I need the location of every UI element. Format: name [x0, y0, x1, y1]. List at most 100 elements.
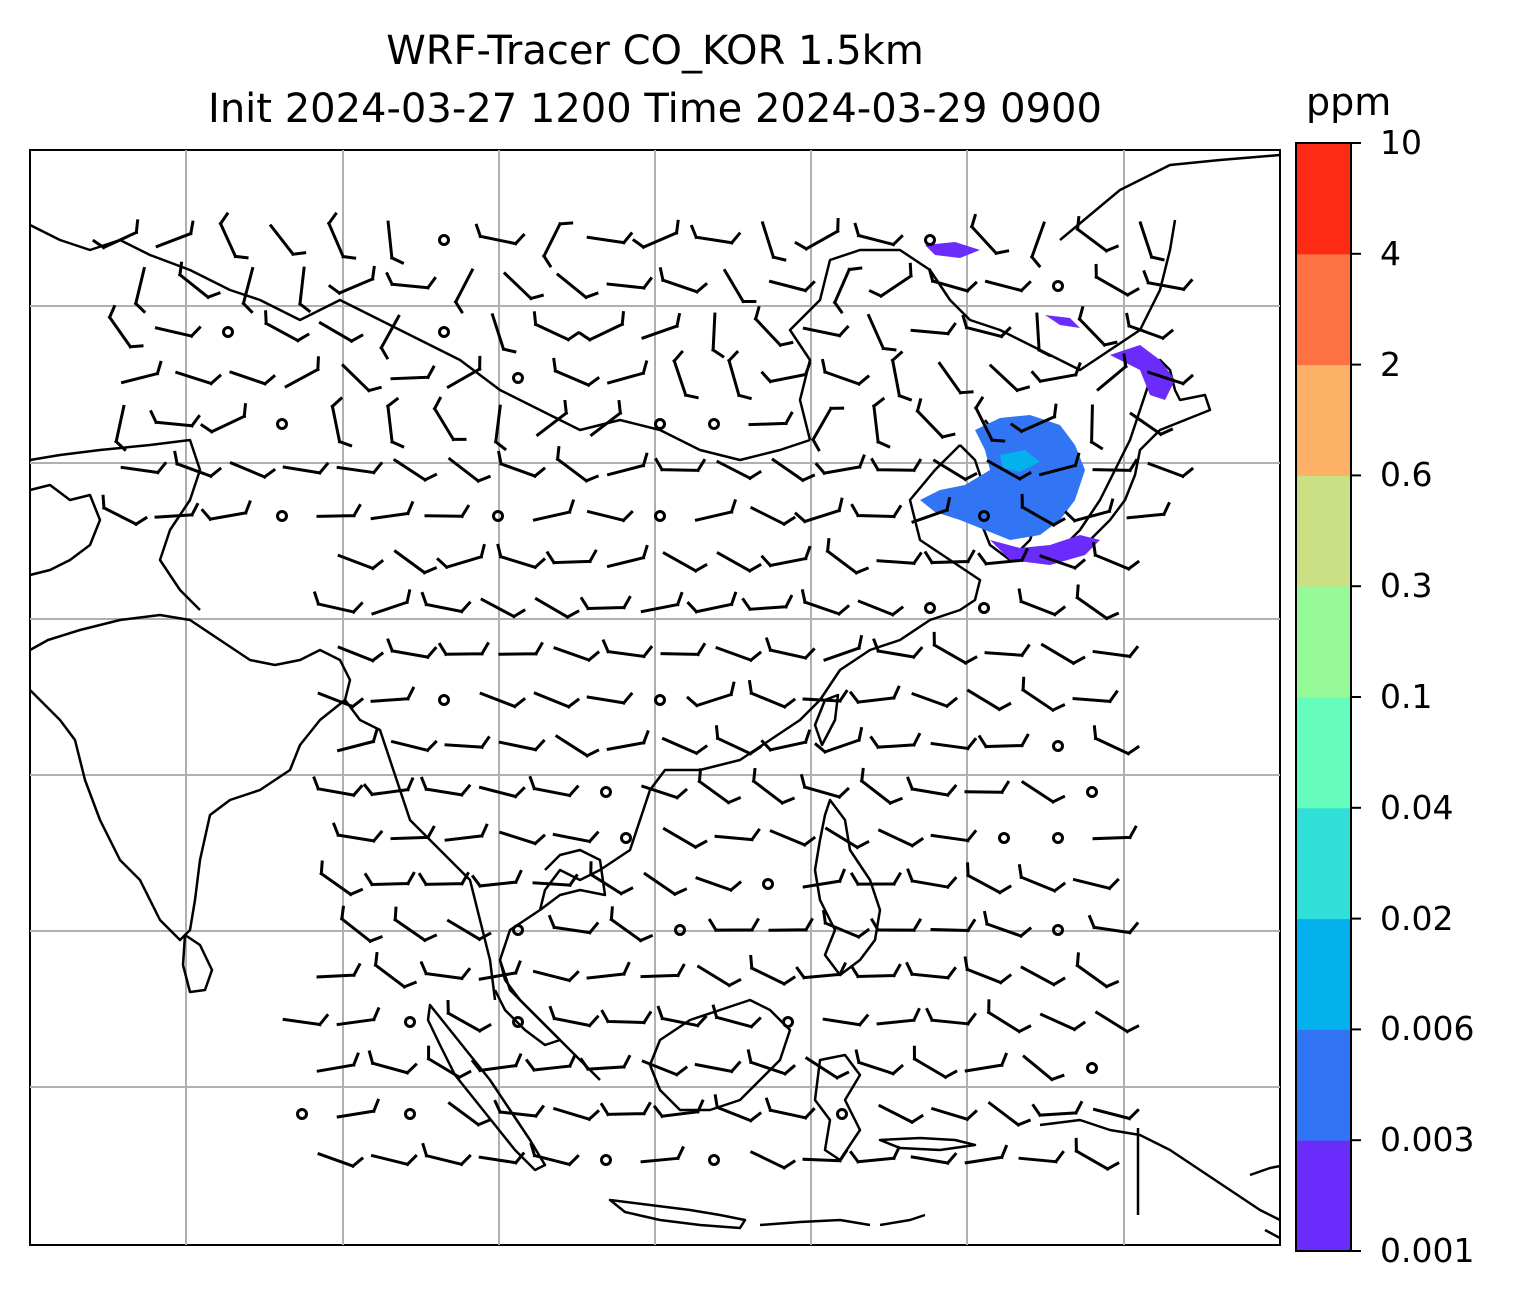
- wind-barb-stroke: [973, 395, 1006, 443]
- wind-barb: [1017, 588, 1067, 617]
- wind-barb: [579, 595, 632, 611]
- colorbar-tick-label: 0.3: [1380, 566, 1433, 606]
- wind-barb: [794, 218, 840, 251]
- wind-barb: [337, 645, 385, 663]
- wind-barb-stroke: [490, 312, 517, 354]
- wind-barb: [795, 961, 848, 980]
- wind-barb: [229, 461, 277, 480]
- wind-barb: [771, 457, 816, 483]
- wind-barb-stroke: [436, 543, 486, 570]
- wind-barb: [363, 871, 416, 887]
- wind-barb-stroke: [432, 396, 467, 442]
- wind-barb-stroke: [961, 314, 1012, 339]
- wind-barb: [741, 594, 794, 612]
- colorbar-segment: [1296, 1140, 1351, 1252]
- wind-barb: [555, 272, 599, 300]
- wind-barb: [748, 411, 794, 427]
- colorbar-tick-label: 0.006: [1380, 1009, 1475, 1049]
- wind-barb: [1075, 584, 1120, 621]
- wind-barb: [149, 409, 201, 428]
- wind-barb: [1020, 493, 1066, 527]
- wind-barb-stroke: [532, 499, 576, 522]
- wind-barb-stroke: [749, 1150, 797, 1170]
- wind-barb-stroke: [760, 361, 812, 384]
- wind-barb-stroke: [802, 689, 849, 704]
- wind-barb-stroke: [177, 261, 221, 300]
- wind-barb-stroke: [825, 537, 870, 575]
- wind-barb: [1092, 645, 1140, 659]
- wind-barb: [1125, 312, 1175, 341]
- wind-barb: [601, 638, 654, 659]
- wind-barb-stroke: [795, 961, 848, 980]
- wind-barb: [426, 1045, 472, 1080]
- wind-barb: [493, 1099, 546, 1119]
- wind-barb-stroke: [868, 262, 914, 299]
- colorbar-tick-label: 0.04: [1380, 787, 1454, 827]
- wind-barb: [479, 691, 527, 709]
- wind-barb-stroke: [541, 221, 574, 269]
- wind-barb-stroke: [1074, 1137, 1120, 1172]
- figure-title-line1: WRF-Tracer CO_KOR 1.5km: [386, 28, 924, 74]
- wind-barb: [746, 1049, 797, 1076]
- wind-barb: [964, 780, 1011, 795]
- wind-barb-stroke: [393, 549, 438, 575]
- wind-barb-stroke: [1094, 263, 1140, 297]
- wind-barb-stroke: [986, 459, 1032, 481]
- wind-barb-stroke: [652, 1099, 705, 1119]
- wind-barb-stroke: [533, 691, 581, 709]
- wind-barb-stroke: [824, 826, 870, 850]
- wind-barb-stroke: [284, 356, 320, 389]
- coastline-japan: [1059, 358, 1212, 556]
- wind-barb-stroke: [915, 397, 956, 440]
- wind-barb: [640, 1145, 685, 1164]
- plume-edge-japan: [1110, 345, 1175, 400]
- wind-barb-stroke: [340, 363, 382, 393]
- wind-barb: [586, 231, 634, 245]
- wind-barb: [726, 350, 753, 401]
- wind-barb-stroke: [714, 828, 761, 842]
- wind-barb-stroke: [1030, 361, 1082, 384]
- wind-barb: [764, 1097, 816, 1120]
- wind-barb: [749, 954, 797, 986]
- wind-barb-stroke: [984, 643, 1031, 658]
- wind-calm-marker: [1086, 1062, 1098, 1074]
- wind-barb: [1072, 877, 1120, 891]
- wind-barb-stroke: [802, 868, 847, 889]
- wind-barb: [173, 450, 223, 479]
- wind-barb-stroke: [317, 691, 365, 709]
- wind-calm-marker: [1052, 740, 1064, 752]
- wind-barb: [534, 596, 580, 620]
- wind-barb: [545, 549, 598, 565]
- wind-barb: [600, 1009, 653, 1025]
- wind-barb-stroke: [264, 310, 310, 343]
- wind-barb-stroke: [876, 551, 923, 566]
- wind-calm-marker: [512, 924, 524, 936]
- wind-barb-stroke: [1126, 501, 1171, 520]
- wind-barb-stroke: [420, 591, 472, 614]
- wind-barb-stroke: [424, 504, 471, 519]
- wind-barb-stroke: [1094, 1010, 1140, 1034]
- wind-barb-stroke: [336, 461, 384, 475]
- wind-calm-marker: [782, 1016, 794, 1028]
- wind-barb-stroke: [814, 454, 866, 476]
- wind-barb-stroke: [932, 458, 978, 482]
- wind-barb-stroke: [870, 457, 923, 473]
- wind-barb: [1017, 863, 1067, 893]
- wind-barb: [370, 686, 416, 703]
- wind-barb: [911, 496, 952, 524]
- wind-barb: [317, 691, 365, 709]
- wind-barb: [877, 1103, 924, 1125]
- wind-barbs: [91, 211, 1195, 1172]
- coastline-malay-peninsula: [493, 959, 562, 1047]
- wind-barb: [331, 822, 384, 844]
- wind-barb-stroke: [524, 1053, 577, 1073]
- wind-barb: [869, 917, 923, 933]
- wind-barb-stroke: [1129, 411, 1174, 437]
- wind-barb: [528, 775, 580, 798]
- wind-barb: [421, 1142, 472, 1167]
- wind-barb-stroke: [689, 224, 742, 245]
- colorbar: [1295, 142, 1361, 1252]
- colorbar-tick-label: 0.001: [1380, 1231, 1475, 1270]
- plume-blue-patch: [1000, 450, 1040, 472]
- wind-barb-stroke: [1020, 676, 1066, 713]
